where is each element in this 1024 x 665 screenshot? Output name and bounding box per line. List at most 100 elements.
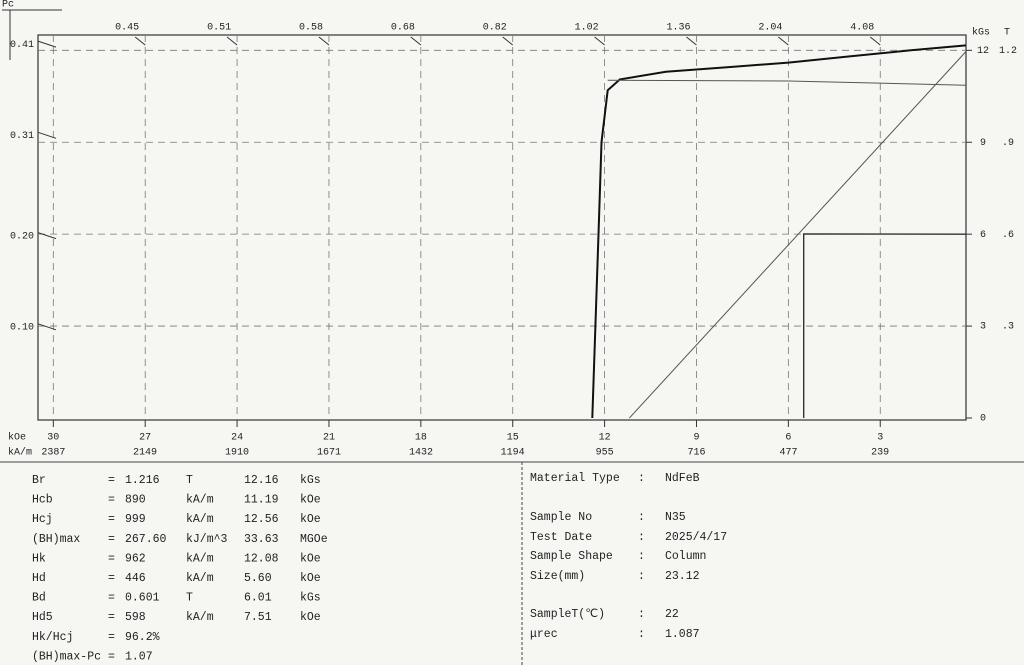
info-cell: 23.12 [665, 570, 700, 583]
result-cell: kGs [300, 592, 321, 605]
x2-tick-label: 1194 [501, 448, 525, 459]
result-cell: kOe [300, 611, 321, 624]
x2-tick-label: 2387 [41, 448, 65, 459]
x-tick-label: 24 [231, 433, 243, 444]
result-cell: kGs [300, 474, 321, 487]
top-tick-label: 0.68 [391, 23, 415, 34]
top-tick-label: 1.36 [666, 23, 690, 34]
result-cell: = [108, 650, 115, 663]
y2-tick-label: .9 [1002, 138, 1014, 149]
plot-frame [37, 34, 967, 421]
result-cell: 1.07 [125, 650, 153, 663]
x2-tick-label: 1910 [225, 448, 249, 459]
result-cell: 11.19 [244, 494, 279, 507]
x2-tick-label: 1432 [409, 448, 433, 459]
y-tick-label: 12 [977, 46, 989, 57]
top-tick-label: 0.58 [299, 23, 323, 34]
info-cell: Sample Shape [530, 550, 613, 563]
info-cell: Sample No [530, 511, 592, 524]
result-cell: Bd [32, 592, 46, 605]
result-cell: = [108, 494, 115, 507]
result-cell: kA/m [186, 513, 214, 526]
result-cell: 598 [125, 611, 146, 624]
top-tick-label: 1.02 [575, 23, 599, 34]
info-cell: : [638, 628, 645, 641]
pc-tick-label: 0.41 [10, 40, 34, 51]
result-cell: 7.51 [244, 611, 272, 624]
y-tick-label: 0 [980, 414, 986, 425]
result-cell: (BH)max-Pc [32, 650, 101, 663]
x-tick-label: 18 [415, 433, 427, 444]
result-cell: = [108, 572, 115, 585]
y-tick-label: 6 [980, 230, 986, 241]
result-cell: Hcj [32, 513, 53, 526]
curve [607, 79, 967, 86]
info-cell: Material Type [530, 472, 620, 485]
x-tick-label: 30 [47, 433, 59, 444]
pc-tick [37, 323, 57, 331]
x-tick-label: 15 [507, 433, 519, 444]
result-cell: kJ/m^3 [186, 533, 228, 546]
info-cell: N35 [665, 511, 686, 524]
top-tick-label: 4.08 [850, 23, 874, 34]
info-cell: 1.087 [665, 628, 700, 641]
info-cell: : [638, 608, 645, 621]
y2-tick-label: .3 [1002, 322, 1014, 333]
x-tick-label: 27 [139, 433, 151, 444]
top-tick [686, 36, 697, 46]
result-cell: = [108, 533, 115, 546]
result-cell: Hd [32, 572, 46, 585]
result-cell: Br [32, 474, 46, 487]
top-tick [410, 36, 422, 46]
result-cell: kA/m [186, 611, 214, 624]
result-cell: kA/m [186, 552, 214, 565]
info-cell: : [638, 511, 645, 524]
y-tick-label: 9 [980, 138, 986, 149]
info-cell: : [638, 570, 645, 583]
x-axis-label: kOe [8, 432, 26, 444]
result-cell: 0.601 [125, 592, 160, 605]
result-cell: T [186, 592, 193, 605]
info-cell: : [638, 550, 645, 563]
x-tick-label: 12 [599, 433, 611, 444]
x2-axis-label: kA/m [8, 447, 32, 459]
result-cell: kOe [300, 494, 321, 507]
x-tick-label: 9 [693, 433, 699, 444]
result-cell: 6.01 [244, 592, 272, 605]
pc-tick [37, 131, 57, 139]
curve [803, 233, 967, 418]
result-cell: 446 [125, 572, 146, 585]
top-tick [869, 36, 881, 46]
x2-tick-label: 239 [871, 448, 889, 459]
result-cell: 267.60 [125, 533, 167, 546]
x-tick-label: 6 [785, 433, 791, 444]
result-cell: = [108, 513, 115, 526]
result-cell: Hd5 [32, 611, 53, 624]
info-cell: 2025/4/17 [665, 531, 727, 544]
x-tick-label: 21 [323, 433, 335, 444]
info-cell: Size(mm) [530, 570, 585, 583]
result-cell: 1.216 [125, 474, 160, 487]
result-cell: = [108, 552, 115, 565]
top-tick [134, 36, 146, 46]
result-cell: kA/m [186, 494, 214, 507]
x2-tick-label: 1671 [317, 448, 341, 459]
pc-tick-label: 0.10 [10, 322, 34, 333]
result-cell: 12.56 [244, 513, 279, 526]
result-cell: MGOe [300, 533, 328, 546]
info-cell: Column [665, 550, 706, 563]
result-cell: 12.16 [244, 474, 279, 487]
y2-tick-label: 1.2 [999, 46, 1017, 57]
top-tick-label: 0.45 [115, 23, 139, 34]
x2-tick-label: 2149 [133, 448, 157, 459]
result-cell: 33.63 [244, 533, 279, 546]
result-cell: (BH)max [32, 533, 80, 546]
top-tick [502, 36, 514, 46]
curve [629, 51, 967, 419]
y2-tick-label: .6 [1002, 230, 1014, 241]
y-axis-label: kGs [972, 27, 990, 39]
info-cell: Test Date [530, 531, 592, 544]
result-cell: 890 [125, 494, 146, 507]
info-cell: NdFeB [665, 472, 700, 485]
result-cell: = [108, 474, 115, 487]
